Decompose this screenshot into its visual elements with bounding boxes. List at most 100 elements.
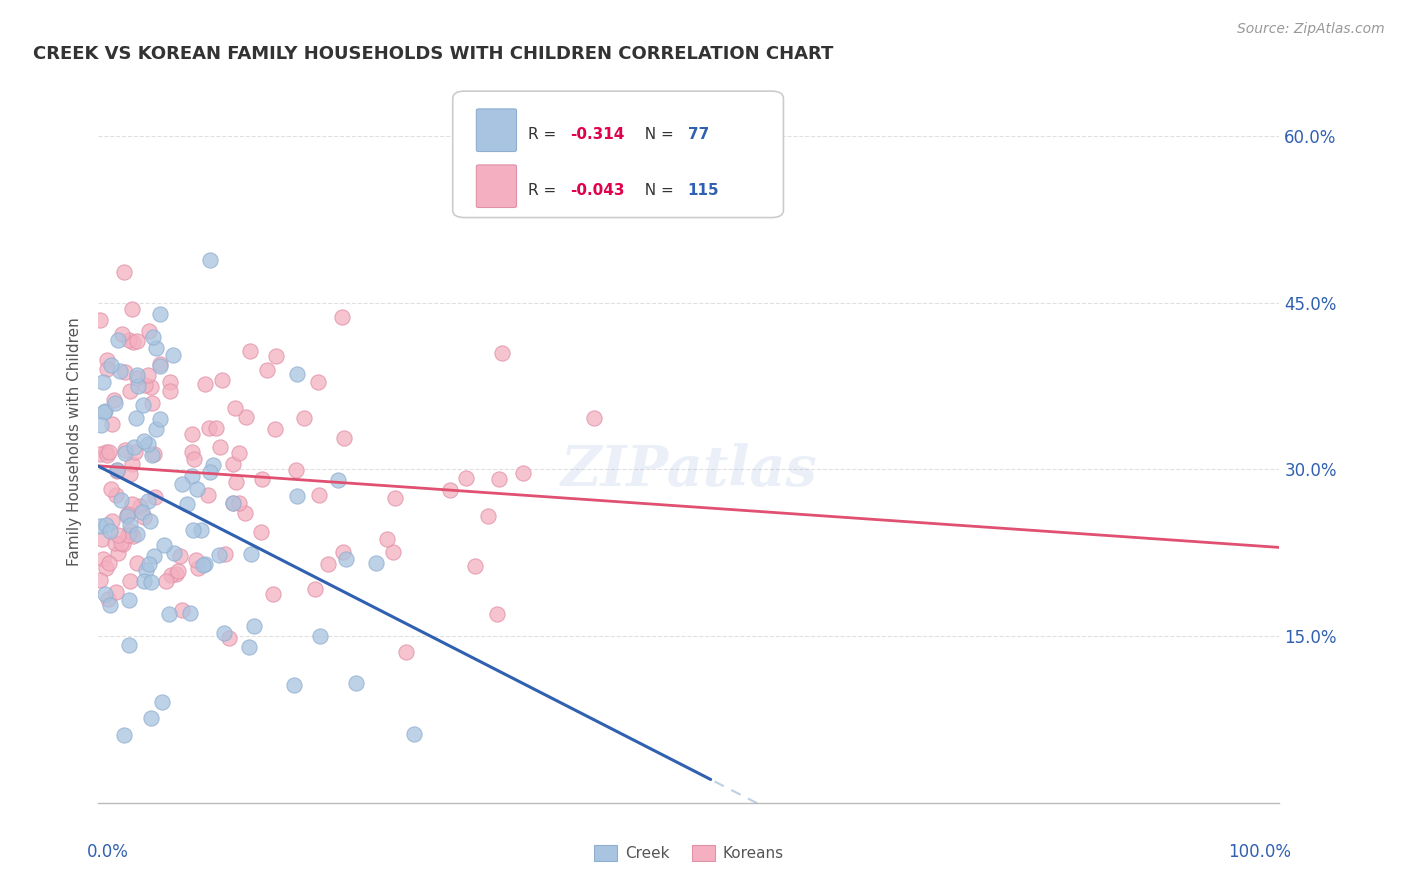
Point — [332, 545, 354, 559]
Point — [308, 629, 330, 643]
Y-axis label: Family Households with Children: Family Households with Children — [66, 318, 82, 566]
Point — [139, 380, 162, 394]
Point — [238, 640, 260, 654]
Point — [384, 491, 406, 505]
Point — [138, 557, 160, 571]
Point — [142, 330, 165, 344]
Point — [117, 528, 139, 542]
Point — [96, 352, 118, 367]
Point — [225, 475, 247, 489]
Point — [316, 557, 339, 571]
Point — [328, 473, 350, 487]
Point — [162, 348, 184, 362]
Point — [125, 371, 148, 385]
Point — [222, 496, 245, 510]
Point — [120, 467, 142, 481]
Text: 77: 77 — [688, 127, 709, 142]
Point — [169, 549, 191, 564]
Point — [186, 553, 208, 567]
Point — [127, 334, 149, 349]
Point — [120, 524, 142, 538]
Point — [194, 557, 217, 571]
Point — [89, 573, 111, 587]
Point — [127, 379, 149, 393]
Point — [107, 528, 129, 542]
Point — [132, 510, 155, 524]
Point — [176, 497, 198, 511]
Point — [121, 301, 143, 316]
Point — [104, 536, 127, 550]
Point — [94, 445, 117, 459]
Point — [122, 334, 145, 349]
Point — [187, 561, 209, 575]
Point — [464, 559, 486, 574]
Text: N =: N = — [634, 183, 678, 198]
Point — [197, 488, 219, 502]
Point — [96, 362, 118, 376]
Point — [488, 472, 510, 486]
Point — [222, 496, 245, 510]
Point — [125, 556, 148, 570]
Point — [228, 496, 250, 510]
Text: 100.0%: 100.0% — [1229, 843, 1291, 861]
Point — [117, 508, 139, 522]
Point — [145, 341, 167, 355]
Point — [180, 426, 202, 441]
Point — [200, 252, 222, 267]
Point — [364, 556, 387, 570]
Point — [100, 482, 122, 496]
Point — [139, 711, 162, 725]
Point — [112, 728, 135, 742]
Point — [330, 310, 353, 325]
Point — [157, 607, 180, 622]
Point — [344, 676, 367, 690]
Point — [150, 695, 173, 709]
Point — [256, 363, 278, 377]
Point — [193, 558, 215, 572]
Text: 115: 115 — [688, 183, 720, 198]
Point — [172, 602, 194, 616]
Point — [91, 532, 114, 546]
Point — [101, 514, 124, 528]
Point — [117, 507, 139, 521]
Point — [134, 377, 156, 392]
Point — [138, 324, 160, 338]
Point — [112, 537, 135, 551]
Point — [375, 532, 398, 546]
Point — [136, 437, 159, 451]
Point — [163, 546, 186, 560]
Point — [153, 538, 176, 552]
Point — [110, 536, 132, 550]
Point — [112, 265, 135, 279]
FancyBboxPatch shape — [477, 109, 516, 152]
Point — [89, 519, 111, 533]
Point — [485, 607, 508, 622]
Point — [98, 524, 121, 538]
Point — [439, 483, 461, 497]
Point — [118, 574, 141, 589]
Point — [103, 393, 125, 408]
Point — [141, 575, 163, 590]
Point — [141, 449, 163, 463]
Point — [121, 497, 143, 511]
Text: CREEK VS KOREAN FAMILY HOUSEHOLDS WITH CHILDREN CORRELATION CHART: CREEK VS KOREAN FAMILY HOUSEHOLDS WITH C… — [34, 45, 834, 63]
FancyBboxPatch shape — [477, 165, 516, 208]
Point — [107, 546, 129, 560]
Point — [208, 548, 231, 562]
Point — [149, 357, 172, 371]
Point — [222, 457, 245, 471]
Point — [262, 587, 284, 601]
Point — [477, 508, 499, 523]
Point — [183, 452, 205, 467]
Text: R =: R = — [529, 127, 561, 142]
Point — [456, 471, 478, 485]
Point — [114, 365, 136, 379]
Point — [108, 364, 131, 378]
Point — [125, 411, 148, 425]
Point — [202, 458, 225, 472]
Point — [104, 585, 127, 599]
Point — [395, 645, 418, 659]
Point — [243, 619, 266, 633]
Point — [159, 568, 181, 582]
Text: -0.314: -0.314 — [569, 127, 624, 142]
